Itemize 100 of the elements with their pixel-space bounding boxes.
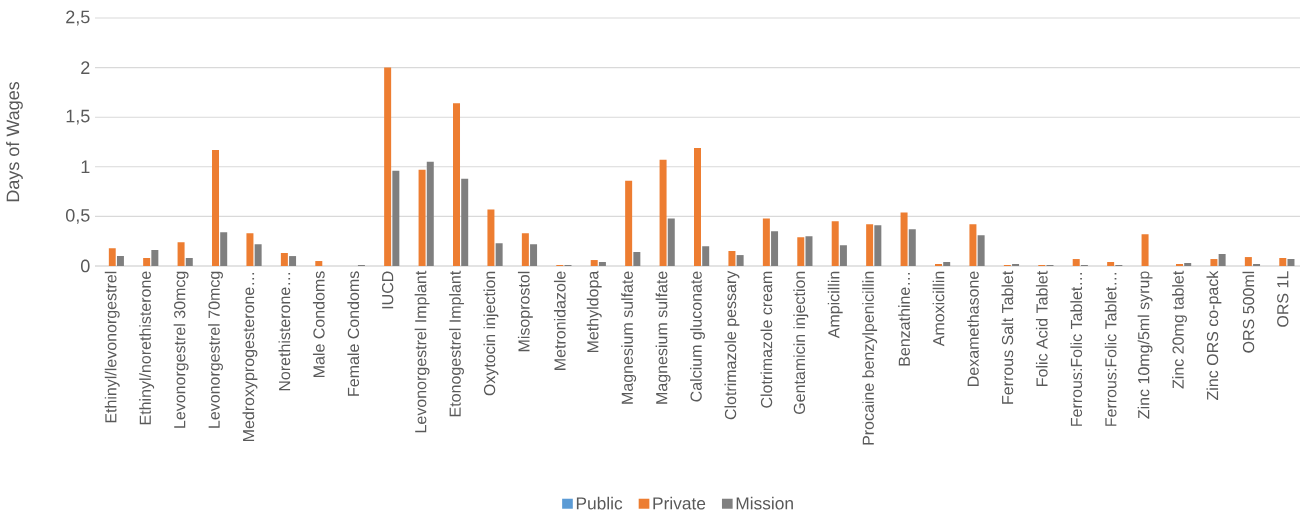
x-tick-label: Clotrimazole cream xyxy=(760,271,773,408)
x-tick-label: Ampicillin xyxy=(827,271,843,339)
bar xyxy=(280,253,288,266)
bar xyxy=(598,262,606,266)
x-tick-label: Magnesium sulfate xyxy=(655,271,671,404)
bar xyxy=(1287,259,1295,266)
x-tick-label: Oxytocin injection xyxy=(483,271,499,396)
x-tick-label: Metronidazole xyxy=(553,271,566,370)
x-tick-label: Zinc 20mg tablet xyxy=(1172,270,1187,389)
bar xyxy=(108,248,116,266)
bar xyxy=(246,233,254,266)
x-tick-label: Magnesium sulfate xyxy=(621,271,637,404)
x-tick-label: Folic Acid Tablet xyxy=(1035,270,1048,386)
bar xyxy=(659,159,667,266)
x-tick-label: ORS 1L xyxy=(1277,271,1289,327)
bar xyxy=(212,149,220,266)
legend-label: Private xyxy=(653,496,706,510)
bar xyxy=(185,258,193,266)
bar xyxy=(530,244,538,266)
bar xyxy=(908,229,916,266)
x-tick-label: Amoxicillin xyxy=(932,271,945,347)
bar xyxy=(831,221,839,266)
bar xyxy=(1210,259,1218,266)
bar xyxy=(116,256,124,266)
x-tick-label: Medroxyprogesterone… xyxy=(242,272,258,442)
bar xyxy=(220,232,228,266)
bar xyxy=(590,260,598,266)
bar xyxy=(805,236,813,266)
bar xyxy=(289,256,297,266)
bar xyxy=(839,245,847,266)
x-tick-label: Methyldopa xyxy=(586,270,602,353)
x-tick-label: Ferrous:Folic Tablet… xyxy=(1070,272,1083,426)
y-tick-label: 2 xyxy=(81,61,90,74)
bar xyxy=(874,225,882,266)
legend-label: Mission xyxy=(736,496,793,510)
bar xyxy=(1279,258,1287,266)
x-tick-label: Dexamethasone xyxy=(967,271,979,386)
y-axis-title: Days of Wages xyxy=(6,81,23,202)
bar xyxy=(392,170,400,266)
x-tick-label: Ethinyl/levonorgestrel xyxy=(104,271,120,423)
bar xyxy=(453,103,461,266)
x-tick-label: Male Condoms xyxy=(312,271,325,377)
bar xyxy=(1244,257,1252,266)
bar xyxy=(495,243,503,266)
y-tick-label: 2,5 xyxy=(66,10,90,26)
bar xyxy=(969,224,977,266)
bar xyxy=(625,180,633,266)
bar xyxy=(694,147,701,266)
bar xyxy=(521,233,529,266)
bar xyxy=(1184,263,1192,266)
bar xyxy=(1107,262,1115,266)
y-tick-label: 1,5 xyxy=(66,109,90,125)
bar xyxy=(177,242,185,266)
bar xyxy=(426,161,434,266)
x-tick-label: Ethinyl/norethisterone xyxy=(139,271,155,425)
bar xyxy=(461,178,469,266)
legend-label: Public xyxy=(576,496,623,510)
bar xyxy=(315,261,323,266)
x-tick-label: IUCD xyxy=(381,271,394,309)
bar xyxy=(866,224,874,266)
bar xyxy=(667,218,675,266)
x-tick-label: Ferrous:Folic Tablet… xyxy=(1104,272,1117,426)
bar xyxy=(384,67,392,266)
bar xyxy=(702,246,710,266)
x-tick-label: Ferrous Salt Tablet xyxy=(1001,270,1014,404)
bar xyxy=(487,209,495,266)
bar xyxy=(151,250,159,266)
bar xyxy=(1141,234,1149,266)
bar xyxy=(771,231,779,266)
y-tick-label: 0,5 xyxy=(65,208,90,224)
bar xyxy=(1072,259,1080,266)
x-tick-label: Misoprostol xyxy=(517,271,533,352)
bar xyxy=(254,244,262,266)
x-tick-label: Calcium gluconate xyxy=(690,271,705,402)
bar xyxy=(633,252,641,266)
y-tick-label: 1 xyxy=(81,160,90,173)
x-tick-label: Etonogestrel Implant xyxy=(449,270,464,417)
bar xyxy=(418,169,426,266)
x-tick-label: Benzathine… xyxy=(898,272,910,366)
x-tick-label: Norethisterone… xyxy=(278,272,291,391)
bar xyxy=(762,218,770,266)
x-tick-label: Zinc 10mg/5ml syrup xyxy=(1137,271,1153,419)
bar xyxy=(1218,254,1226,266)
bar xyxy=(728,251,736,266)
y-tick-label: 0 xyxy=(81,259,90,273)
x-tick-label: Levonorgestrel 70mcg xyxy=(208,271,223,428)
bar xyxy=(977,235,985,266)
bar xyxy=(900,212,908,266)
bar xyxy=(143,258,151,266)
bar xyxy=(943,262,951,266)
x-tick-label: Gentamicin injection xyxy=(793,271,809,414)
x-tick-label: Clotrimazole pessary xyxy=(724,270,740,420)
x-tick-label: Levonorgestrel Implant xyxy=(414,270,430,433)
x-tick-label: ORS 500ml xyxy=(1242,271,1255,353)
bar xyxy=(736,255,744,266)
x-tick-label: Procaine benzylpenicillin xyxy=(862,271,878,445)
bar xyxy=(797,237,805,266)
x-tick-label: Levonorgestrel 30mcg xyxy=(173,271,189,428)
x-tick-label: Female Condoms xyxy=(347,271,360,396)
x-tick-label: Zinc ORS co-pack xyxy=(1206,270,1222,401)
